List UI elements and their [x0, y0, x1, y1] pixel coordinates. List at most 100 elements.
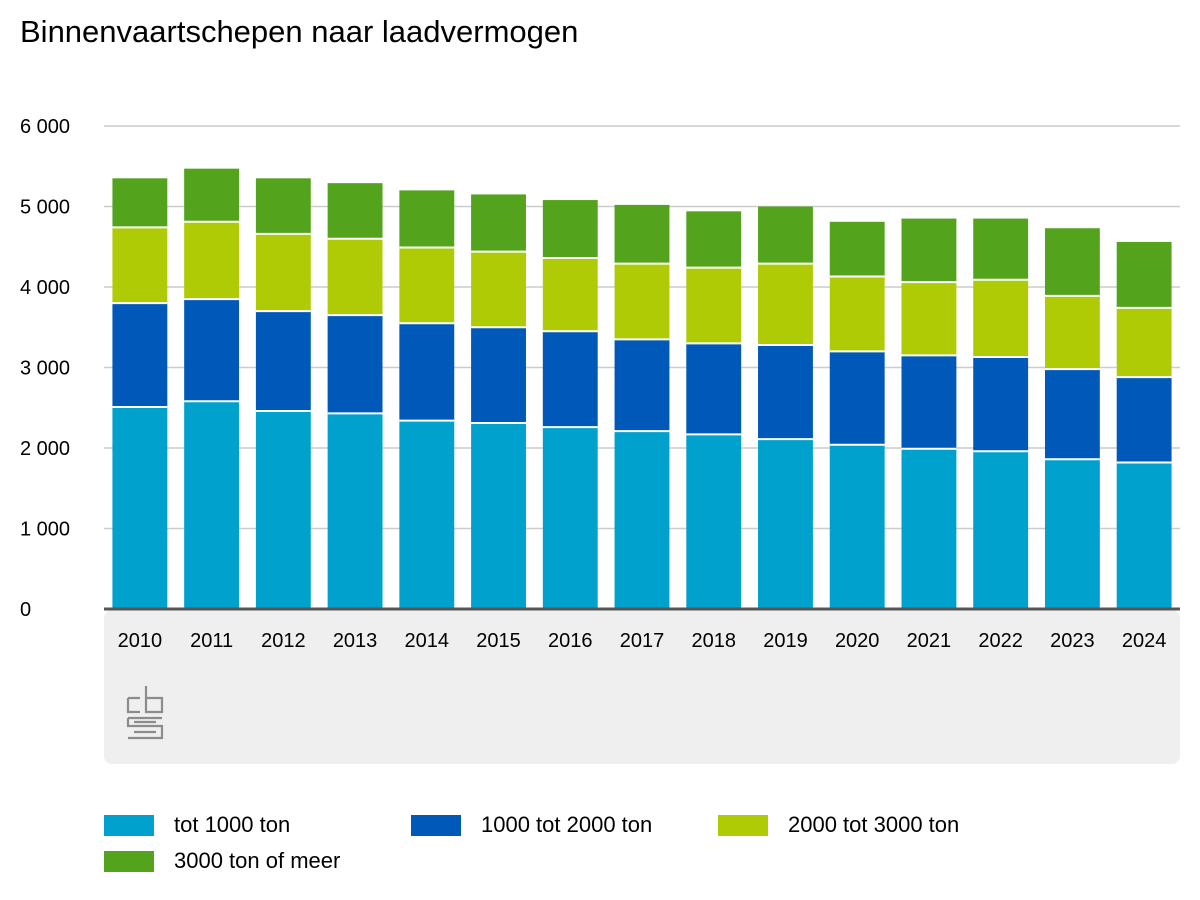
bar-segment [614, 339, 670, 432]
bar-segment [471, 423, 526, 609]
bar-segment [1044, 295, 1100, 370]
bar-segment [399, 323, 455, 421]
bar-segment [399, 420, 455, 609]
legend-label: 2000 tot 3000 ton [788, 812, 960, 837]
chart-title: Binnenvaartschepen naar laadvermogen [20, 14, 579, 49]
x-tick-label: 2016 [548, 630, 593, 652]
bar-segment [255, 178, 311, 234]
y-tick-label: 1 000 [20, 519, 70, 541]
bar-segment [1044, 459, 1100, 609]
bar-segment [112, 227, 168, 304]
stacked-bar-chart: 0 1 000 2 000 3 000 4 000 5 000 6 000 2010 2011… [20, 116, 1180, 764]
bar-segment [542, 258, 598, 332]
x-tick-label: 2019 [763, 630, 808, 652]
legend-item: 3000 ton of meer [104, 848, 340, 874]
legend-swatch [411, 814, 461, 836]
bar-segment [686, 343, 742, 435]
legend-label: 3000 ton of meer [174, 848, 341, 873]
bar-segment [542, 200, 598, 259]
legend-label: 1000 tot 2000 ton [481, 812, 653, 837]
bar-segment [112, 406, 168, 609]
bar-segment [542, 331, 598, 428]
x-tick-label: 2024 [1122, 630, 1167, 652]
legend-label: tot 1000 ton [174, 812, 291, 837]
bar-segment [1116, 377, 1172, 463]
bar-segment [399, 247, 455, 324]
bar-segment [901, 218, 957, 283]
x-axis-labels: 2010 2011 2012 2013 2014 2015 2016 2017 2018 2019… [118, 630, 1167, 652]
bar-segment [1044, 369, 1100, 460]
y-tick-label: 4 000 [20, 277, 70, 299]
x-tick-label: 2012 [261, 630, 306, 652]
bar-segment [829, 444, 885, 609]
bar-segment [1044, 228, 1100, 296]
bar-segment [614, 431, 670, 609]
bar-segment [255, 233, 311, 312]
x-tick-label: 2011 [190, 630, 233, 652]
bar-segment [542, 427, 598, 609]
x-tick-label: 2023 [1050, 630, 1095, 652]
legend-swatch [104, 814, 154, 836]
x-tick-label: 2018 [691, 630, 736, 652]
legend-item: 2000 tot 3000 ton [718, 812, 959, 838]
bars [112, 168, 1172, 609]
bar-segment [973, 279, 1029, 358]
x-tick-label: 2015 [476, 630, 521, 652]
bar-segment [327, 238, 383, 316]
x-tick-label: 2022 [978, 630, 1023, 652]
bar-segment [901, 355, 957, 449]
legend-swatch [104, 850, 154, 872]
bar-segment [255, 410, 311, 609]
y-axis-labels: 0 1 000 2 000 3 000 4 000 5 000 6 000 [20, 116, 70, 621]
bar-segment [1116, 462, 1172, 609]
bar-segment [255, 311, 311, 411]
bar-segment [829, 276, 885, 352]
bar-segment [471, 251, 526, 328]
bar-segment [686, 434, 742, 609]
y-tick-label: 0 [20, 599, 31, 621]
bar-segment [758, 439, 813, 609]
bar-segment [829, 221, 885, 277]
bar-segment [112, 178, 168, 228]
cbs-logo-icon [126, 686, 164, 740]
bar-segment [901, 448, 957, 609]
bar-segment [184, 299, 240, 402]
bar-segment [614, 263, 670, 340]
x-tick-label: 2020 [835, 630, 880, 652]
bar-segment [327, 315, 383, 414]
bar-segment [184, 168, 240, 222]
bar-segment [1116, 307, 1172, 378]
x-tick-label: 2010 [118, 630, 163, 652]
x-axis-panel [104, 610, 1180, 764]
legend-item: 1000 tot 2000 ton [411, 812, 652, 838]
bar-segment [184, 401, 240, 609]
bar-segment [184, 221, 240, 300]
y-tick-label: 6 000 [20, 116, 70, 138]
bar-segment [829, 351, 885, 445]
bar-segment [399, 190, 455, 248]
x-tick-label: 2017 [620, 630, 665, 652]
bar-segment [686, 211, 742, 268]
x-tick-label: 2014 [405, 630, 450, 652]
bar-segment [973, 357, 1029, 452]
bar-segment [901, 282, 957, 356]
y-tick-label: 2 000 [20, 438, 70, 460]
bar-segment [758, 206, 813, 264]
bar-segment [471, 194, 526, 252]
bar-segment [614, 204, 670, 264]
y-tick-label: 3 000 [20, 358, 70, 380]
bar-segment [758, 263, 813, 345]
x-tick-label: 2021 [907, 630, 952, 652]
bar-segment [327, 413, 383, 609]
legend-swatch [718, 814, 768, 836]
bar-segment [973, 451, 1029, 609]
bar-segment [758, 344, 813, 440]
bar-segment [471, 327, 526, 424]
bar-segment [1116, 241, 1172, 308]
bar-segment [112, 303, 168, 407]
bar-segment [327, 183, 383, 239]
x-tick-label: 2013 [333, 630, 378, 652]
bar-segment [973, 218, 1029, 280]
bar-segment [686, 267, 742, 344]
legend-item: tot 1000 ton [104, 812, 290, 838]
